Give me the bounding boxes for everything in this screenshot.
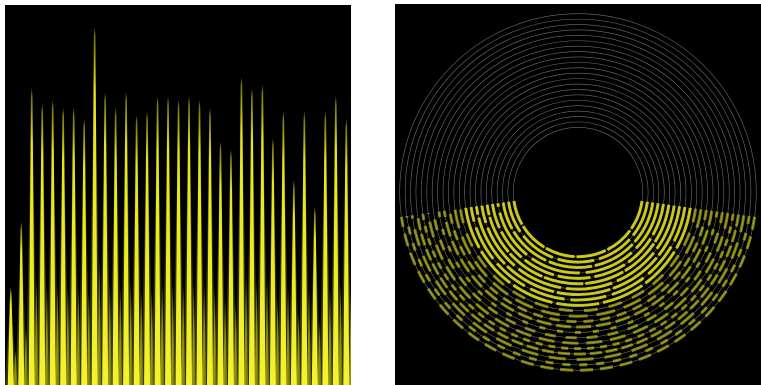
ring-signal-arc bbox=[426, 212, 730, 345]
ring-signal-arc bbox=[496, 203, 660, 275]
spike bbox=[165, 96, 172, 385]
spike bbox=[259, 84, 266, 385]
ring-signal-arc bbox=[485, 204, 671, 286]
ring-outline bbox=[421, 35, 735, 349]
spike bbox=[280, 111, 287, 385]
spike-minor bbox=[191, 283, 196, 385]
spike bbox=[175, 100, 182, 385]
spike bbox=[70, 107, 77, 385]
spike-minor bbox=[128, 282, 133, 385]
spike-minor bbox=[13, 350, 18, 385]
spike bbox=[269, 138, 276, 385]
spike-minor bbox=[44, 286, 49, 385]
spike-minor bbox=[65, 287, 70, 385]
spike bbox=[238, 77, 245, 385]
spike-minor bbox=[202, 285, 207, 385]
ring-signal-arc bbox=[410, 215, 746, 361]
ring-signal-arc bbox=[448, 209, 708, 324]
ring-outline bbox=[399, 13, 757, 371]
spike-minor bbox=[275, 298, 280, 385]
ring-signal-arc bbox=[491, 203, 665, 280]
spike bbox=[91, 27, 98, 385]
ring-signal-arc bbox=[421, 213, 735, 351]
spike-minor bbox=[107, 282, 112, 385]
ring-signal-arc bbox=[458, 208, 698, 313]
spike bbox=[7, 286, 14, 385]
ring-outline bbox=[458, 72, 698, 312]
spike-minor bbox=[160, 283, 165, 385]
spike-minor bbox=[34, 281, 39, 385]
spike-minor bbox=[118, 287, 123, 385]
ring-outline bbox=[410, 24, 746, 360]
spike-minor bbox=[181, 285, 186, 385]
spike-minor bbox=[23, 327, 28, 385]
ring-signal-arc bbox=[474, 206, 682, 296]
spike bbox=[18, 221, 25, 385]
spike bbox=[343, 119, 350, 385]
spike bbox=[322, 111, 329, 385]
spike bbox=[39, 103, 46, 385]
spike-minor bbox=[97, 259, 102, 385]
spike bbox=[28, 88, 35, 385]
spike-plot-panel bbox=[5, 5, 351, 385]
spike bbox=[123, 92, 130, 385]
ring-signal-arc bbox=[480, 205, 676, 291]
spike bbox=[217, 141, 224, 385]
spike bbox=[301, 111, 308, 385]
spike-minor bbox=[170, 283, 175, 385]
spike bbox=[81, 119, 88, 385]
spike bbox=[332, 96, 339, 385]
spike-minor bbox=[317, 322, 322, 385]
spike-minor bbox=[233, 302, 238, 385]
spike-minor bbox=[328, 289, 333, 385]
spike bbox=[311, 206, 318, 385]
spike-minor bbox=[265, 279, 270, 385]
spike bbox=[154, 96, 161, 385]
ring-signal-arc bbox=[437, 211, 719, 334]
ring-signal-arc bbox=[399, 216, 757, 372]
spike bbox=[206, 107, 213, 385]
spike bbox=[60, 107, 67, 385]
ring-signal-arc bbox=[405, 215, 751, 367]
ring-signal-arc bbox=[507, 201, 649, 264]
ring-signal-arc bbox=[453, 209, 703, 318]
ring-signal-arc bbox=[416, 214, 740, 356]
ring-outline bbox=[426, 40, 730, 344]
spike bbox=[133, 115, 140, 385]
spike bbox=[102, 92, 109, 385]
ring-outline bbox=[431, 45, 725, 339]
ring-outline bbox=[404, 18, 752, 366]
spike-minor bbox=[286, 289, 291, 385]
spike-minor bbox=[307, 289, 312, 385]
spike-minor bbox=[86, 291, 91, 385]
spike bbox=[248, 88, 255, 385]
spike bbox=[196, 100, 203, 385]
spike-minor bbox=[223, 299, 228, 385]
spike-plot bbox=[5, 27, 351, 385]
spike-minor bbox=[212, 287, 217, 385]
ring-signal-arc bbox=[469, 206, 687, 302]
ring-signal-arc bbox=[442, 210, 714, 329]
spike bbox=[49, 100, 56, 385]
spike-minor bbox=[139, 290, 144, 385]
ring-signal-arc bbox=[512, 200, 644, 259]
spike-minor bbox=[254, 281, 259, 385]
spike-minor bbox=[296, 313, 301, 385]
spike-minor bbox=[76, 287, 81, 385]
spike bbox=[112, 107, 119, 385]
ring-plot bbox=[399, 13, 757, 372]
ring-plot-panel bbox=[395, 4, 761, 385]
spike-minor bbox=[244, 277, 249, 385]
ring-signal-arc bbox=[464, 207, 692, 307]
spike bbox=[144, 111, 151, 385]
spike-minor bbox=[149, 289, 154, 385]
spike-minor bbox=[349, 291, 351, 385]
spike-minor bbox=[55, 285, 60, 385]
ring-outline bbox=[448, 62, 708, 322]
spike-minor bbox=[338, 283, 343, 385]
spike bbox=[227, 149, 234, 385]
spike bbox=[186, 96, 193, 385]
spike bbox=[290, 179, 297, 385]
ring-signal-arc bbox=[501, 202, 655, 270]
